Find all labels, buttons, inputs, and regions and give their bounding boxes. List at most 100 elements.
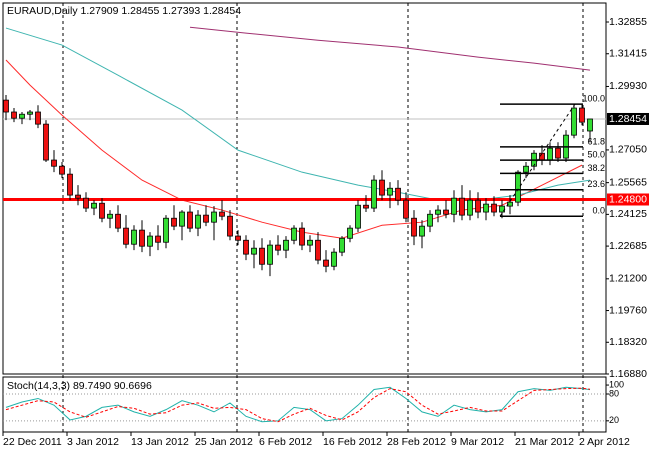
candle-body [43, 123, 49, 161]
candle-body [83, 197, 89, 209]
x-tick-label: 16 Feb 2012 [323, 436, 382, 448]
x-tick-label: 6 Feb 2012 [259, 436, 312, 448]
x-tick-label: 3 Jan 2012 [67, 436, 119, 448]
y-tick-label: 1.25565 [609, 176, 647, 188]
candle-body [579, 107, 585, 123]
candle-body [587, 118, 593, 132]
main-panel-frame [2, 2, 607, 375]
fib-label: 50.0 [587, 150, 605, 160]
candle-body [171, 217, 177, 227]
candle-body [411, 217, 417, 237]
x-tick-label: 9 Mar 2012 [451, 436, 504, 448]
candle-body [51, 159, 57, 167]
x-tick-label: 28 Feb 2012 [387, 436, 446, 448]
candle-body [219, 211, 225, 217]
y-tick-label: 20 [609, 415, 619, 425]
x-tick-label: 22 Dec 2011 [3, 436, 62, 448]
stoch-title: Stoch(14,3,3) 89.7490 90.6696 [7, 380, 152, 392]
candle-body [11, 111, 17, 119]
last-price-label: 1.28454 [609, 113, 647, 125]
candle-body [91, 202, 97, 209]
y-tick-label: 1.27050 [609, 144, 647, 156]
candle-body [131, 229, 137, 245]
candle-body [491, 203, 497, 213]
candle-body [59, 165, 65, 175]
candle-body [243, 239, 249, 255]
candle-body [395, 187, 401, 201]
y-tick-label: 1.19760 [609, 304, 647, 316]
fib-label: 23.6 [587, 179, 605, 189]
stoch-line [5, 386, 591, 423]
candle-body [403, 199, 409, 219]
y-tick-label: 1.32855 [609, 16, 647, 28]
candle-body [323, 259, 329, 267]
candle-body [3, 99, 9, 113]
x-tick-label: 2 Apr 2012 [579, 436, 630, 448]
support-label-box [607, 193, 649, 206]
candle-body [355, 204, 361, 229]
candle-body [435, 209, 441, 215]
last-price-box [607, 112, 649, 125]
candle-body [179, 211, 185, 227]
candle-body [187, 211, 193, 229]
candle-body [371, 179, 377, 209]
support-label: 1.24800 [609, 193, 647, 205]
candle-body [571, 107, 577, 136]
candle-body [275, 244, 281, 251]
moving-average [5, 59, 583, 239]
fib-label: 61.8 [587, 136, 605, 146]
candle-body [35, 111, 41, 125]
candle-body [147, 235, 153, 247]
candle-body [67, 173, 73, 196]
candle-body [139, 229, 145, 247]
fib-label: 0.0 [592, 206, 605, 216]
y-tick-label: 80 [609, 388, 619, 398]
candle-body [379, 179, 385, 196]
candle-body [283, 239, 289, 251]
candle-body [443, 209, 449, 215]
candle-body [227, 215, 233, 237]
candle-body [251, 247, 257, 255]
candle-body [419, 225, 425, 237]
fib-label: 100.0 [582, 93, 605, 103]
candle-body [291, 227, 297, 241]
candle-body [235, 235, 241, 241]
candle-body [267, 244, 273, 265]
y-tick-label: 1.16880 [609, 368, 647, 380]
candle-body [507, 201, 513, 207]
candle-body [163, 217, 169, 243]
stoch-panel-frame [2, 376, 607, 433]
candle-body [155, 235, 161, 243]
candle-body [123, 227, 129, 245]
x-tick-label: 21 Mar 2012 [515, 436, 574, 448]
y-tick-label: 1.21200 [609, 273, 647, 285]
y-tick-label: 1.22685 [609, 240, 647, 252]
candle-body [315, 239, 321, 261]
candle-body [299, 227, 305, 246]
candle-body [107, 213, 113, 219]
candle-body [363, 204, 369, 209]
x-tick-label: 13 Jan 2012 [131, 436, 189, 448]
candle-body [515, 171, 521, 203]
chart-title: EURAUD,Daily 1.27909 1.28455 1.27393 1.2… [7, 5, 241, 17]
x-tick-label: 25 Jan 2012 [195, 436, 253, 448]
candle-body [331, 251, 337, 267]
candle-body [203, 214, 209, 223]
y-tick-label: 1.18320 [609, 336, 647, 348]
candle-body [427, 213, 433, 227]
candle-body [523, 165, 529, 173]
candle-body [547, 147, 553, 161]
candle-body [99, 202, 105, 219]
candle-body [195, 214, 201, 229]
candle-body [475, 199, 481, 213]
candle-body [339, 237, 345, 253]
y-tick-label: 1.29930 [609, 80, 647, 92]
y-tick-label: 100 [609, 379, 624, 389]
candle-body [75, 194, 81, 199]
moving-average [189, 26, 591, 71]
candle-body [259, 247, 265, 265]
candle-body [347, 227, 353, 239]
candle-body [387, 187, 393, 196]
candle-body [483, 203, 489, 213]
